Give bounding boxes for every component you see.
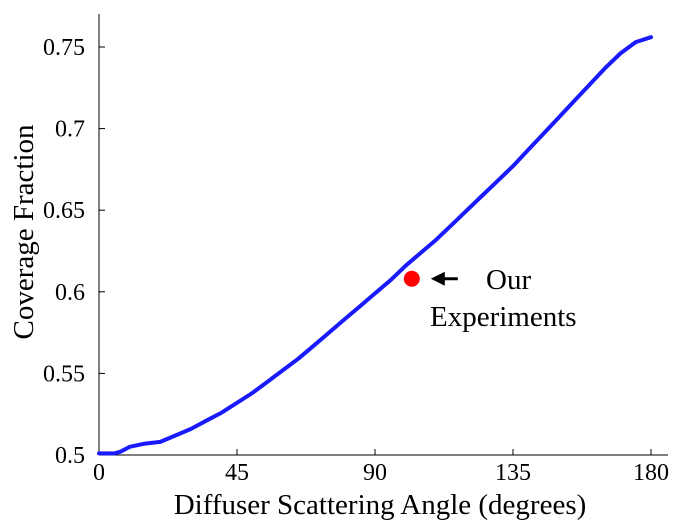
- y-axis-label: Coverage Fraction: [8, 124, 40, 340]
- annotation-arrow-head: [430, 271, 445, 286]
- annotation-line-1: Our: [486, 264, 531, 296]
- x-ticks: 0 45 90 135 180: [93, 449, 669, 486]
- y-tick-label-0.6: 0.6: [55, 280, 85, 306]
- series-line-0: [97, 35, 653, 456]
- x-tick-label-135: 135: [495, 460, 531, 486]
- highlight-point: [403, 270, 420, 287]
- y-tick-label-0.65: 0.65: [43, 198, 85, 224]
- x-tick-label-90: 90: [363, 460, 387, 486]
- y-tick-label-0.5: 0.5: [55, 443, 85, 469]
- y-ticks: 0.5 0.55 0.6 0.65 0.7 0.75: [43, 35, 105, 469]
- x-tick-label-45: 45: [225, 460, 249, 486]
- axes: [98, 14, 668, 456]
- y-tick-label-0.55: 0.55: [43, 361, 85, 387]
- annotation-line-2: Experiments: [430, 301, 577, 333]
- x-tick-label-180: 180: [633, 460, 669, 486]
- y-tick-label-0.75: 0.75: [43, 35, 85, 61]
- series-layer: [97, 35, 653, 456]
- x-tick-label-0: 0: [93, 460, 105, 486]
- x-axis-label: Diffuser Scattering Angle (degrees): [174, 489, 587, 521]
- y-tick-label-0.7: 0.7: [55, 117, 85, 143]
- annotation-layer: Our Experiments: [430, 264, 577, 333]
